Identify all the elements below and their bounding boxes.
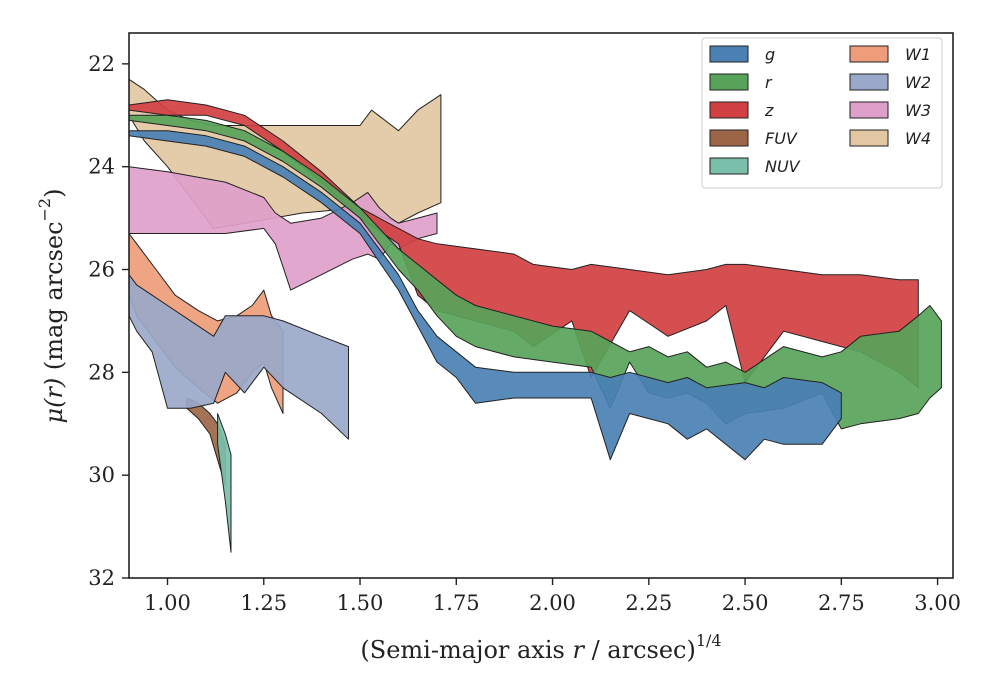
x-tick-label: 2.25 [625, 591, 672, 615]
x-axis-label-main: (Semi-major axis [360, 636, 572, 664]
band-w3 [128, 166, 438, 291]
legend-swatch-nuv [709, 157, 749, 175]
y-tick-label: 30 [88, 463, 115, 487]
band-nuv [217, 413, 232, 553]
y-tick-label: 32 [88, 566, 115, 590]
y-tick-label: 28 [88, 360, 115, 384]
legend-label-z: z [764, 101, 774, 120]
y-tick-label: 26 [88, 258, 115, 282]
legend-label-fuv: FUV [765, 129, 798, 148]
x-tick-label: 1.50 [337, 591, 384, 615]
legend-label-r: r [765, 73, 773, 92]
legend-swatch-w3 [849, 101, 889, 119]
x-tick-label: 2.50 [722, 591, 769, 615]
legend-swatch-w2 [849, 73, 889, 91]
legend-swatch-w1 [849, 45, 889, 63]
legend-swatch-fuv [709, 129, 749, 147]
x-tick-label: 2.75 [818, 591, 865, 615]
y-axis: 22 24 26 28 30 32 [88, 52, 129, 590]
y-axis-label-close: ) [40, 189, 68, 198]
legend: grz FUV NUV W1 W2 W3 W4 [701, 37, 943, 189]
x-tick-label: 1.25 [240, 591, 287, 615]
legend-label-w1: W1 [905, 45, 931, 64]
legend-label-w3: W3 [905, 101, 931, 120]
y-axis-label: μ(r) (mag arcsec−2) [35, 189, 68, 424]
band-g [128, 130, 842, 461]
y-axis-label-tail: (mag arcsec [40, 221, 68, 377]
band-r [128, 114, 942, 430]
x-tick-label: 2.00 [529, 591, 576, 615]
x-axis-label-sup: 1/4 [696, 631, 722, 650]
legend-label-w4: W4 [905, 129, 931, 148]
x-axis-label: (Semi-major axis r / arcsec)1/4 [360, 631, 721, 664]
x-axis-label-var: r [572, 636, 585, 664]
x-axis-label-tail: / arcsec) [584, 636, 696, 664]
x-tick-label: 3.00 [914, 591, 961, 615]
y-tick-label: 24 [88, 155, 115, 179]
legend-swatch-r [709, 73, 749, 91]
legend-label-g: g [765, 45, 775, 64]
x-axis: 1.00 1.25 1.50 1.75 2.00 2.25 2.50 2.75 3.00 [144, 578, 961, 615]
legend-label-nuv: NUV [765, 157, 801, 176]
legend-label-w2: W2 [905, 73, 931, 92]
chart-areas [128, 78, 942, 553]
band-w2 [128, 274, 349, 440]
legend-swatch-z [709, 101, 749, 119]
legend-swatch-g [709, 45, 749, 63]
y-axis-label-sup: −2 [35, 198, 54, 222]
x-tick-label: 1.00 [144, 591, 191, 615]
y-tick-label: 22 [88, 52, 115, 76]
y-axis-label-var: μ(r) [40, 378, 68, 424]
legend-swatch-w4 [849, 129, 889, 147]
plot-frame [128, 32, 954, 579]
x-tick-label: 1.75 [433, 591, 480, 615]
